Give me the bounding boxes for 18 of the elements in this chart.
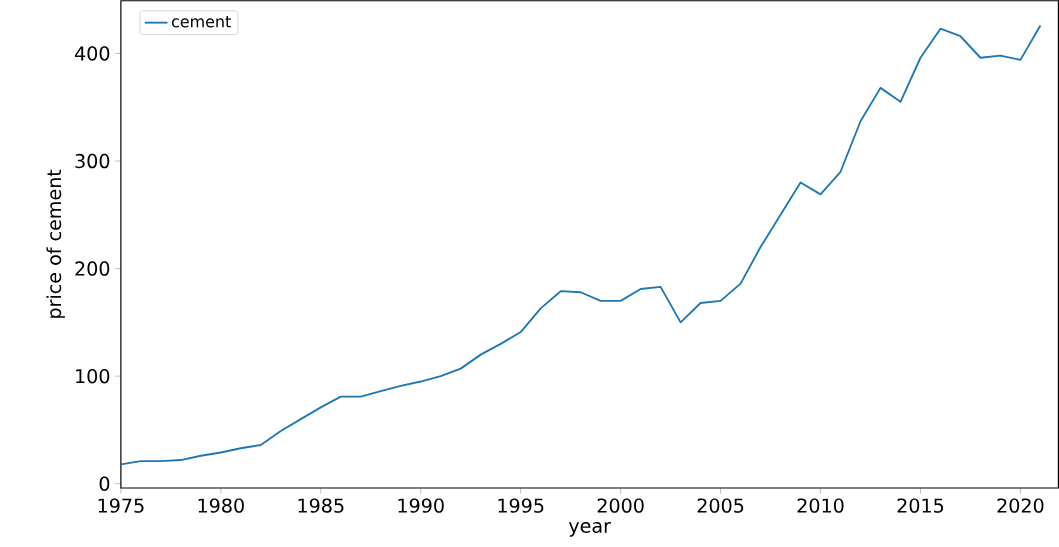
y-tick-label: 400 — [74, 46, 110, 61]
x-axis-title: year — [568, 522, 611, 537]
y-tick-label: 100 — [76, 369, 110, 384]
x-tick-label: 2010 — [797, 498, 844, 514]
x-tick-label: 1995 — [498, 498, 544, 514]
x-tick-label: 1990 — [398, 498, 444, 514]
y-tick-label: 200 — [75, 261, 110, 277]
x-tick-label: 2015 — [897, 498, 944, 514]
legend-label: cement — [171, 16, 231, 28]
x-tick-label: 1980 — [198, 498, 244, 514]
y-tick-label: 0 — [99, 476, 110, 492]
x-tick-label: 2005 — [697, 498, 744, 514]
x-tick-label: 2000 — [597, 498, 644, 514]
y-tick-label: 300 — [75, 154, 110, 169]
x-tick-label: 1975 — [98, 498, 144, 514]
x-tick-label: 1985 — [298, 498, 344, 514]
y-axis-title: price of cement — [46, 169, 65, 319]
x-tick-label: 2020 — [997, 498, 1044, 514]
